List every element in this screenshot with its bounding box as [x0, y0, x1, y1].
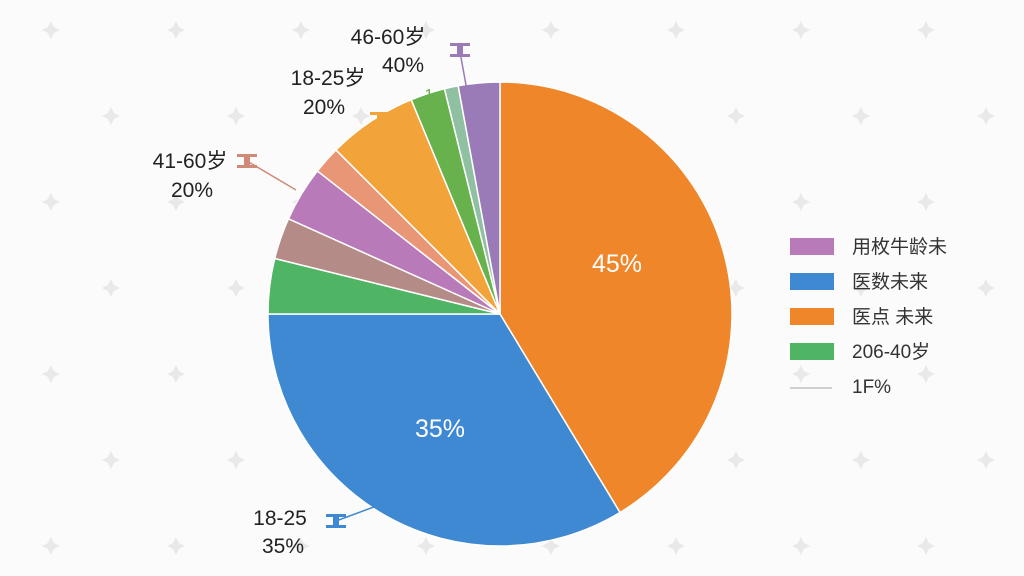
watermark-mark [166, 193, 185, 211]
watermark-mark [791, 193, 810, 211]
watermark-mark [976, 279, 995, 297]
pie-slices [267, 81, 733, 547]
callout-46-60-line2: 40% [382, 54, 424, 77]
watermark-mark [791, 21, 810, 39]
watermark-mark [166, 537, 185, 555]
legend-label: 医数未来 [852, 271, 928, 293]
watermark-mark [666, 21, 685, 39]
legend-swatch [790, 343, 834, 360]
legend-item-3: 206-40岁 [790, 341, 930, 363]
watermark-mark [101, 107, 120, 125]
callout-pin-2 [237, 154, 257, 168]
callout-pin-0 [450, 43, 470, 57]
watermark-mark [851, 279, 870, 297]
leader-line-0 [459, 51, 469, 97]
legend-item-0: 用枚牛龄未 [790, 236, 947, 258]
callout-41-60-line1: 41-60岁 [153, 150, 228, 173]
watermark-mark [791, 365, 810, 383]
watermark-mark [226, 107, 245, 125]
watermark-mark [416, 21, 435, 39]
pie-slice-9 [457, 81, 501, 315]
watermark-mark [166, 365, 185, 383]
watermark-mark [226, 451, 245, 469]
callout-41-60-line2: 20% [171, 179, 213, 202]
legend-swatch [790, 238, 834, 255]
callout-46-60-line1: 46-60岁 [351, 26, 426, 49]
inside-labels: 45% 35% [415, 250, 642, 443]
watermark-mark [851, 451, 870, 469]
leader-line-1 [379, 103, 409, 119]
watermark-mark [916, 193, 935, 211]
legend-label: 用枚牛龄未 [852, 236, 947, 258]
leader-line-3 [335, 497, 399, 522]
watermark-mark [976, 107, 995, 125]
watermark-mark [916, 365, 935, 383]
watermark-mark [726, 107, 745, 125]
legend-swatch [790, 273, 834, 290]
slice-label-blue: 35% [415, 415, 465, 443]
watermark-mark [666, 537, 685, 555]
watermark-mark [976, 451, 995, 469]
callouts: 46-60岁 40% 18-25岁 20% 41-60岁 20% 18-25 3… [153, 26, 434, 558]
callout-pin-3 [326, 514, 346, 528]
watermark-mark [916, 537, 935, 555]
legend-swatch [790, 308, 834, 325]
legend-label: 医点 未来 [852, 306, 933, 328]
slice-label-orange: 45% [592, 250, 642, 278]
pie-slice-0 [499, 81, 733, 514]
watermark-mark [41, 21, 60, 39]
callout-18-25-bottom-line2: 35% [262, 535, 304, 558]
legend-item-4: 1F% [790, 377, 891, 398]
watermark-mark [916, 21, 935, 39]
watermark-mark [41, 537, 60, 555]
watermark-mark [726, 279, 745, 297]
watermark-mark [726, 451, 745, 469]
watermark-mark [791, 537, 810, 555]
watermark-mark [291, 537, 310, 555]
watermark-mark [541, 21, 560, 39]
watermark-mark [351, 107, 370, 125]
callout-18-25-top-line2: 20% [303, 96, 345, 119]
legend-label: 1F% [852, 377, 891, 398]
watermark-mark [41, 365, 60, 383]
watermark-mark [416, 537, 435, 555]
watermark-mark [291, 21, 310, 39]
callout-pin-1 [370, 112, 390, 126]
leader-lines [237, 43, 470, 528]
callout-mark: 1 [425, 87, 434, 104]
callout-18-25-bottom-line1: 18-25 [253, 507, 307, 530]
watermark-mark [166, 21, 185, 39]
legend-item-2: 医点 未来 [790, 306, 933, 328]
watermark-mark [101, 451, 120, 469]
watermark-mark [851, 107, 870, 125]
watermark-mark [41, 193, 60, 211]
watermark-mark [541, 537, 560, 555]
legend-label: 206-40岁 [852, 341, 930, 363]
watermark-mark [226, 279, 245, 297]
pie-slice-1 [267, 313, 622, 547]
callout-18-25-top-line1: 18-25岁 [291, 67, 366, 90]
watermark-mark [101, 279, 120, 297]
legend-item-1: 医数未来 [790, 271, 928, 293]
